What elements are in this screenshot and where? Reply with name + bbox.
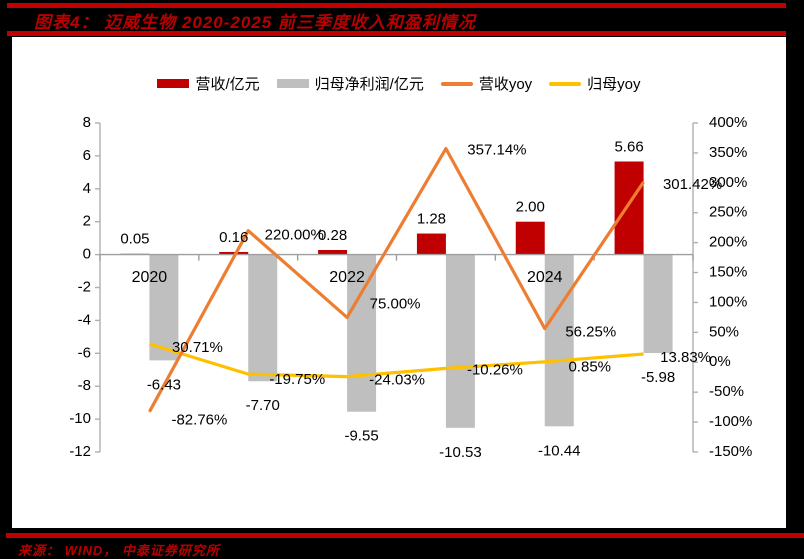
net-profit-bar-2025 <box>643 254 673 353</box>
right-axis-tick-label: 250% <box>709 204 747 221</box>
net-profit-yoy-label-2024: 0.85% <box>568 359 611 376</box>
net-profit-yoy-label-2023: -10.26% <box>467 361 523 378</box>
figure-title-bar: 图表4： 迈威生物 2020-2025 前三季度收入和盈利情况 <box>0 0 804 37</box>
revenue-yoy-label-2020: -82.76% <box>171 412 227 429</box>
right-axis-tick-label: -50% <box>709 383 744 400</box>
legend-label-revenue-yoy: 营收yoy <box>478 76 533 93</box>
title-top-rule <box>7 3 786 8</box>
legend-label-net-profit-yoy: 归母yoy <box>587 76 641 93</box>
left-axis-tick-label: 8 <box>83 114 91 131</box>
revenue-yoy-line <box>148 146 645 413</box>
revenue-bar-2023 <box>416 233 446 255</box>
revenue-bar-2021 <box>219 251 249 255</box>
revenue-bar-2025 <box>614 161 644 255</box>
net-profit-yoy-line-swatch-icon <box>549 81 582 86</box>
left-axis-tick-label: -8 <box>78 377 91 394</box>
left-axis-tick-label: 0 <box>83 246 91 263</box>
legend-label-net-profit: 归母净利润/亿元 <box>314 76 424 93</box>
revenue-label-2020: 0.05 <box>120 231 149 248</box>
net-profit-label-2023: -10.53 <box>439 444 482 461</box>
revenue-yoy-label-2022: 75.00% <box>370 295 421 312</box>
left-axis-tick-label: 6 <box>83 147 91 164</box>
right-axis-tick-label: 400% <box>709 114 747 131</box>
x-axis-label-2024: 2024 <box>527 269 563 286</box>
net-profit-label-2020: -6.43 <box>147 376 181 393</box>
right-axis-tick-label: -150% <box>709 443 752 460</box>
net-profit-label-2025: -5.98 <box>641 369 675 386</box>
legend-label-revenue: 营收/亿元 <box>195 76 260 93</box>
legend-item-revenue: 营收/亿元 <box>157 73 260 94</box>
left-axis-tick-label: -2 <box>78 278 91 295</box>
legend-item-net-profit-yoy: 归母yoy <box>549 73 641 94</box>
right-axis-tick-label: 150% <box>709 264 747 281</box>
revenue-label-2022: 0.28 <box>318 227 347 244</box>
net-profit-bar-swatch-icon <box>276 79 309 88</box>
title-bottom-rule <box>7 31 786 36</box>
chart-panel: 营收/亿元 归母净利润/亿元 营收yoy 归母yoy 8 6 4 2 0 -2 -4 -6 -8… <box>12 37 786 528</box>
revenue-bar-2022 <box>318 249 348 255</box>
combo-chart-plot: 8 6 4 2 0 -2 -4 -6 -8 -10 -12 400% 350% 300% 250% 200% 1… <box>69 114 752 461</box>
right-axis-tick-label: 200% <box>709 234 747 251</box>
right-axis-tick-label: 50% <box>709 323 739 340</box>
revenue-bar-2024 <box>515 221 545 255</box>
revenue-yoy-label-2021: 220.00% <box>265 227 324 244</box>
right-axis-tick-label: 300% <box>709 174 747 191</box>
revenue-label-2024: 2.00 <box>516 199 545 216</box>
revenue-label-2025: 5.66 <box>614 138 643 155</box>
net-profit-yoy-label-2025: 13.83% <box>660 349 711 366</box>
right-axis-tick-label: 0% <box>709 353 731 370</box>
net-profit-bar-2021 <box>248 254 278 382</box>
net-profit-bar-2020 <box>149 254 179 361</box>
revenue-yoy-label-2023: 357.14% <box>467 142 526 159</box>
net-profit-bar-2022 <box>347 254 377 412</box>
left-axis-tick-label: -6 <box>78 344 91 361</box>
legend-item-net-profit: 归母净利润/亿元 <box>276 73 424 94</box>
net-profit-yoy-label-2020: 30.71% <box>172 339 223 356</box>
legend-item-revenue-yoy: 营收yoy <box>440 73 533 94</box>
net-profit-bar-2024 <box>544 254 574 427</box>
right-axis-tick-label: 100% <box>709 293 747 310</box>
net-profit-yoy-label-2021: -19.75% <box>269 371 325 388</box>
revenue-yoy-line-swatch-icon <box>440 81 473 86</box>
revenue-label-2021: 0.16 <box>219 229 248 246</box>
left-axis-tick-label: -4 <box>78 311 91 328</box>
right-axis-tick-label: -100% <box>709 413 752 430</box>
net-profit-yoy-label-2022: -24.03% <box>369 372 425 389</box>
footer-rule <box>6 533 804 538</box>
net-profit-bar-2023 <box>445 254 475 428</box>
net-profit-yoy-line <box>148 342 644 379</box>
net-profit-label-2022: -9.55 <box>344 428 378 445</box>
chart-legend: 营收/亿元 归母净利润/亿元 营收yoy 归母yoy <box>12 73 786 94</box>
left-axis-tick-label: -12 <box>69 443 91 460</box>
net-profit-label-2021: -7.70 <box>246 397 280 414</box>
left-axis-tick-label: -10 <box>69 410 91 427</box>
x-axis-label-2022: 2022 <box>329 269 365 286</box>
figure-title: 图表4： 迈威生物 2020-2025 前三季度收入和盈利情况 <box>34 13 476 32</box>
left-axis-tick-label: 2 <box>83 213 91 230</box>
revenue-yoy-label-2024: 56.25% <box>565 324 616 341</box>
right-axis-tick-label: 350% <box>709 144 747 161</box>
x-axis-label-2020: 2020 <box>132 269 168 286</box>
net-profit-label-2024: -10.44 <box>538 442 581 459</box>
source-note: 来源： WIND， 中泰证券研究所 <box>18 543 220 558</box>
revenue-label-2023: 1.28 <box>417 211 446 228</box>
revenue-yoy-label-2025: 301.42% <box>663 176 722 193</box>
left-axis-tick-label: 4 <box>83 180 91 197</box>
revenue-bar-swatch-icon <box>157 79 190 88</box>
